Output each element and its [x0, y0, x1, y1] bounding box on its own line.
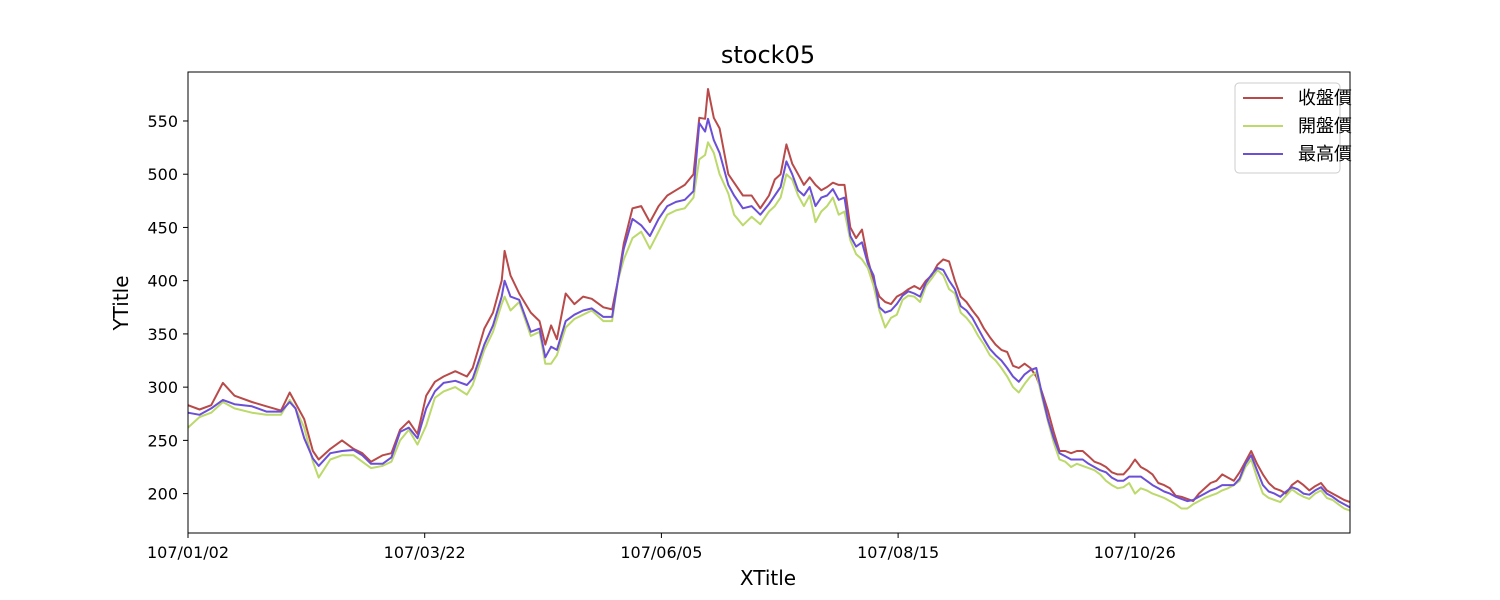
x-tick-label: 107/06/05	[620, 543, 702, 562]
chart-title: stock05	[721, 41, 815, 69]
y-tick-label: 350	[147, 325, 178, 344]
y-tick-label: 450	[147, 218, 178, 237]
y-tick-label: 300	[147, 378, 178, 397]
series-line-3	[187, 117, 1351, 509]
x-axis: 107/01/02 107/03/22 107/06/05 107/08/15 107/…	[147, 533, 1176, 562]
y-tick-label: 400	[147, 272, 178, 291]
y-tick-label: 200	[147, 485, 178, 504]
x-tick-label: 107/03/22	[384, 543, 466, 562]
x-axis-label: XTitle	[740, 566, 796, 590]
legend-label: 開盤價	[1298, 116, 1352, 137]
x-tick-label: 107/08/15	[857, 543, 939, 562]
x-tick-label: 107/01/02	[147, 543, 229, 562]
y-axis-label: YTitle	[109, 275, 133, 331]
plot-area	[187, 88, 1351, 512]
legend-label: 收盤價	[1298, 88, 1352, 109]
series-line-1	[187, 88, 1351, 504]
y-tick-label: 250	[147, 431, 178, 450]
legend-box	[1234, 82, 1341, 174]
x-tick-label: 107/10/26	[1094, 543, 1176, 562]
legend-label: 最高價	[1298, 144, 1352, 165]
series-line-2	[187, 141, 1351, 512]
plot-frame	[187, 71, 1351, 534]
y-tick-label: 500	[147, 165, 178, 184]
y-axis: 200 250 300 350 400 450 500 550	[147, 112, 188, 504]
y-tick-label: 550	[147, 112, 178, 131]
